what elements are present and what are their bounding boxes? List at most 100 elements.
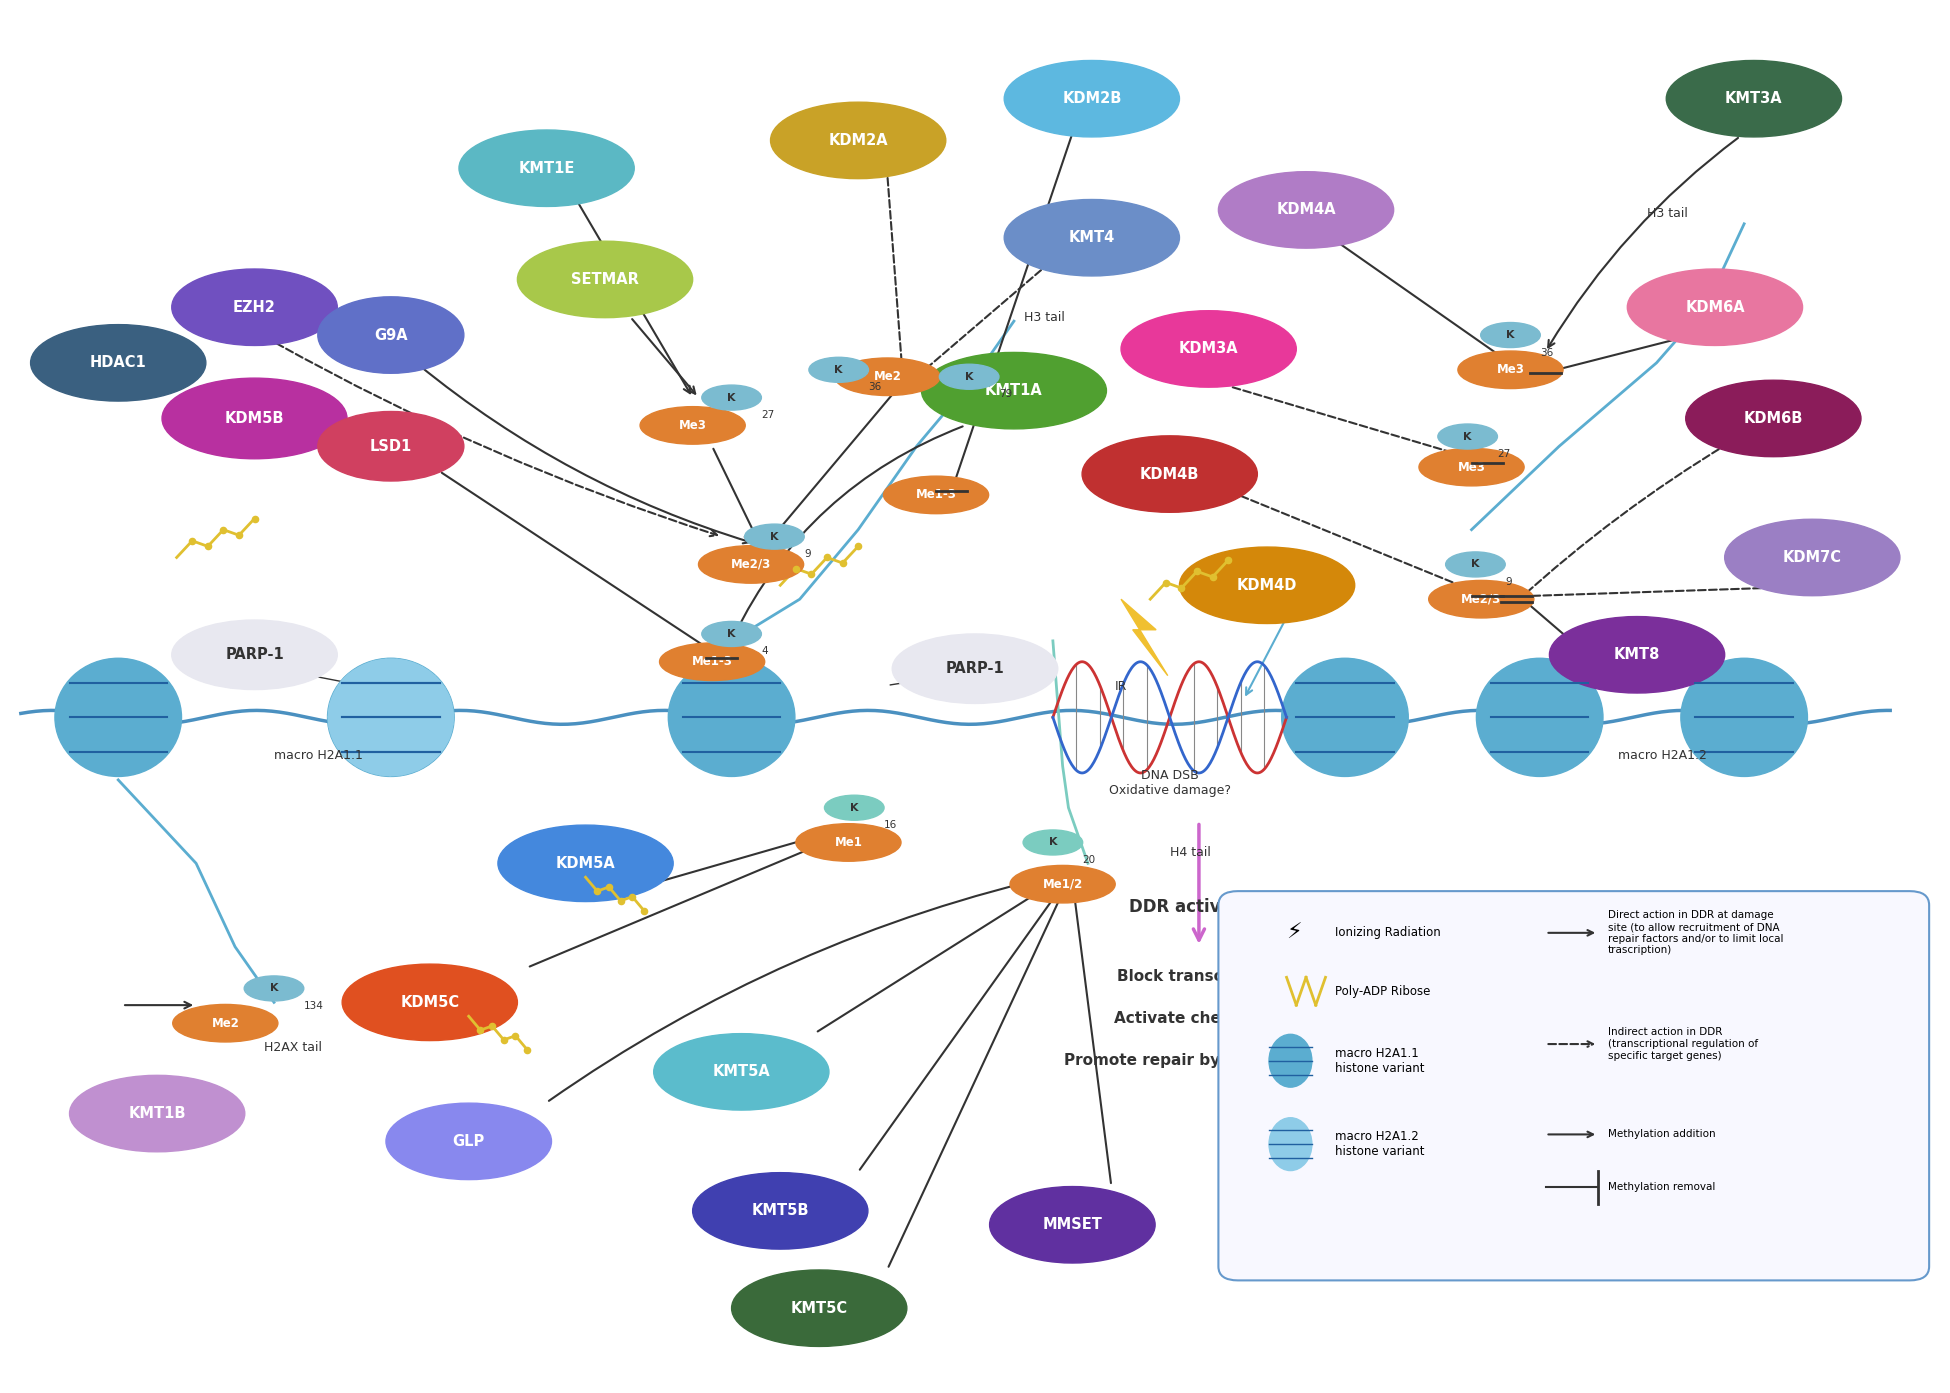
Text: Me2/3: Me2/3 [731,559,770,571]
Text: K: K [1049,837,1057,847]
Ellipse shape [1480,323,1540,348]
Point [1150,571,1182,593]
Point [209,518,240,540]
Ellipse shape [1024,830,1082,855]
Text: H3 tail: H3 tail [1024,311,1065,325]
Ellipse shape [1476,659,1603,776]
Ellipse shape [1665,60,1841,137]
Text: 4: 4 [760,646,768,656]
Ellipse shape [835,358,940,396]
Point [177,529,209,552]
Text: Me2: Me2 [211,1017,240,1029]
Ellipse shape [341,964,517,1041]
Ellipse shape [1269,1035,1312,1087]
Text: KDM4D: KDM4D [1236,578,1297,593]
Text: Methylation removal: Methylation removal [1609,1183,1716,1192]
Ellipse shape [1685,380,1860,457]
FancyBboxPatch shape [1219,892,1929,1280]
Text: K: K [965,372,973,382]
Point [240,507,271,529]
Ellipse shape [825,795,883,820]
Text: Me3: Me3 [1457,461,1486,474]
Text: KMT5A: KMT5A [712,1064,770,1080]
Ellipse shape [1628,269,1802,345]
Ellipse shape [31,325,207,401]
Text: GLP: GLP [452,1134,486,1149]
Point [1182,560,1213,582]
Text: KMT1A: KMT1A [985,383,1043,398]
Text: DNA DSB
Oxidative damage?: DNA DSB Oxidative damage? [1110,769,1230,797]
Ellipse shape [172,620,337,690]
Text: Promote repair by HR and NHEJ: Promote repair by HR and NHEJ [1065,1053,1334,1068]
Point [488,1029,519,1052]
Text: KMT5C: KMT5C [790,1301,848,1316]
Text: 9: 9 [803,549,811,559]
Point [616,886,647,908]
Text: macro H2A1.2
histone variant: macro H2A1.2 histone variant [1336,1130,1425,1158]
Ellipse shape [328,659,454,776]
Point [476,1015,507,1038]
Text: KDM7C: KDM7C [1782,550,1843,566]
Text: PARP-1: PARP-1 [946,662,1004,676]
Text: Direct action in DDR at damage
site (to allow recruitment of DNA
repair factors : Direct action in DDR at damage site (to … [1609,911,1784,956]
Text: EZH2: EZH2 [234,299,277,315]
Text: H3 tail: H3 tail [1648,208,1687,220]
Text: Me1: Me1 [835,836,862,848]
Point [827,552,858,574]
Text: DDR activation: DDR activation [1129,898,1269,917]
Text: IR: IR [1115,680,1127,692]
Ellipse shape [809,357,868,382]
Text: KDM5A: KDM5A [556,855,616,871]
Ellipse shape [458,130,634,206]
Text: KDM2B: KDM2B [1063,91,1121,106]
Text: K: K [1462,432,1472,442]
Ellipse shape [698,546,803,584]
Text: KMT1E: KMT1E [519,160,575,176]
Point [796,563,827,585]
Ellipse shape [162,378,347,458]
Text: Me1-3: Me1-3 [692,655,733,669]
Text: Me2: Me2 [874,371,901,383]
Text: Indirect action in DDR
(transcriptional regulation of
specific target genes): Indirect action in DDR (transcriptional … [1609,1028,1759,1060]
Ellipse shape [1420,449,1525,486]
Point [464,1020,495,1042]
Text: Activate checkpoint: Activate checkpoint [1113,1011,1285,1027]
Text: KDM3A: KDM3A [1180,341,1238,357]
Ellipse shape [318,297,464,373]
Text: K: K [850,802,858,812]
Text: LSD1: LSD1 [370,439,411,454]
Point [1213,549,1244,571]
Text: Ionizing Radiation: Ionizing Radiation [1336,926,1441,939]
Text: 79: 79 [998,389,1012,400]
Ellipse shape [1004,199,1180,276]
Ellipse shape [745,524,803,549]
Text: HDAC1: HDAC1 [90,355,146,371]
Point [1197,566,1228,588]
Ellipse shape [1082,436,1258,513]
Point [780,557,811,579]
Ellipse shape [1550,617,1724,694]
Ellipse shape [702,384,760,410]
Ellipse shape [770,102,946,178]
Ellipse shape [940,364,998,389]
Text: K: K [835,365,842,375]
Ellipse shape [1180,547,1355,624]
Text: 9: 9 [1505,577,1511,586]
Text: Methylation addition: Methylation addition [1609,1130,1716,1139]
Point [1166,577,1197,599]
Ellipse shape [692,1173,868,1250]
Ellipse shape [497,825,673,901]
Ellipse shape [70,1075,246,1152]
Text: KMT4: KMT4 [1069,230,1115,245]
Ellipse shape [1281,659,1408,776]
Text: K: K [1505,330,1515,340]
Text: Me1-3: Me1-3 [916,489,957,501]
Text: Me3: Me3 [1496,364,1525,376]
Ellipse shape [796,823,901,861]
Text: SETMAR: SETMAR [571,272,640,287]
Text: KDM2A: KDM2A [829,132,887,148]
Point [842,535,874,557]
Point [581,880,612,903]
Ellipse shape [893,634,1057,703]
Point [811,546,842,568]
